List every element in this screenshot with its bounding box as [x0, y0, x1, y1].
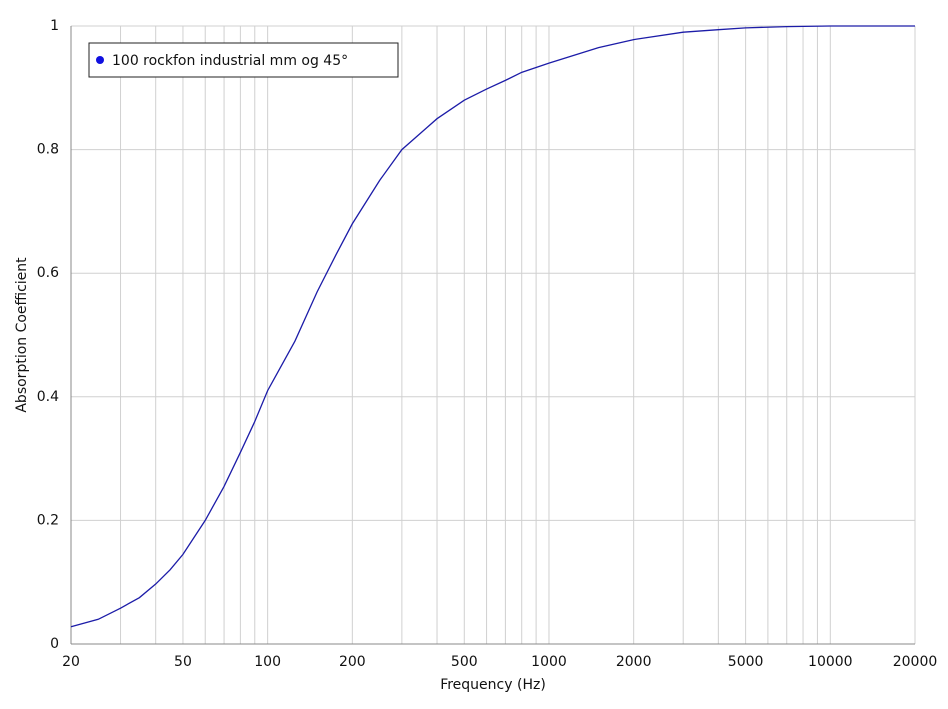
x-tick-label: 1000: [531, 654, 567, 670]
y-tick-label: 0.6: [37, 265, 59, 281]
x-axis-label: Frequency (Hz): [440, 677, 546, 693]
data-line: [70, 25, 915, 628]
y-tick-label: 0.4: [37, 389, 59, 405]
x-tick-label: 200: [339, 654, 366, 670]
y-tick-label: 0: [50, 636, 59, 652]
y-tick-label: 0.2: [37, 512, 59, 528]
y-tick-label: 1: [50, 18, 59, 34]
x-tick-label: 2000: [616, 654, 652, 670]
x-tick-label: 20: [62, 654, 80, 670]
x-tick-label: 20000: [893, 654, 938, 670]
x-tick-label: 5000: [728, 654, 764, 670]
x-tick-label: 100: [254, 654, 281, 670]
legend-label: 100 rockfon industrial mm og 45°: [112, 53, 348, 69]
legend-marker: [96, 56, 104, 64]
y-axis-label: Absorption Coefficient: [14, 257, 30, 413]
x-tick-label: 500: [451, 654, 478, 670]
legend-box: [88, 42, 399, 78]
x-tick-label: 50: [174, 654, 192, 670]
x-tick-label: 10000: [808, 654, 853, 670]
y-tick-label: 0.8: [37, 142, 59, 158]
